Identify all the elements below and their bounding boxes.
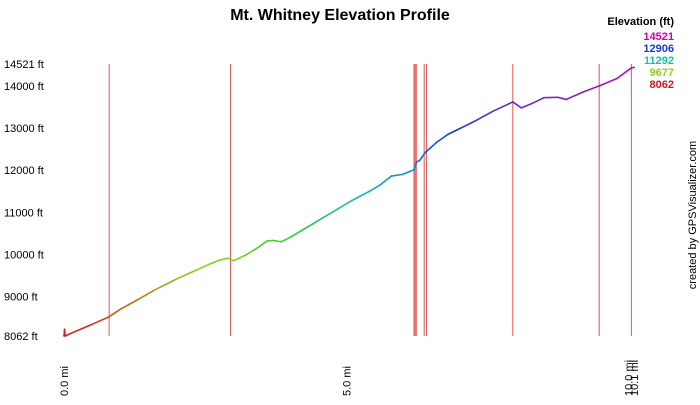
y-tick-label: 14521 ft bbox=[4, 59, 44, 71]
y-tick-label: 13000 ft bbox=[4, 123, 44, 135]
credit-text: created by GPSVisualizer.com bbox=[687, 141, 699, 289]
y-tick-label: 10000 ft bbox=[4, 249, 44, 261]
x-tick-label: 0.0 mi bbox=[59, 366, 71, 396]
y-tick-label: 11000 ft bbox=[4, 207, 43, 219]
legend-entry: 9677 bbox=[650, 67, 674, 79]
y-tick-label: 8062 ft bbox=[4, 331, 38, 343]
legend-entry: 8062 bbox=[650, 79, 674, 91]
legend-entry: 11292 bbox=[644, 55, 674, 67]
x-tick-label: 10.1 mi bbox=[629, 360, 641, 396]
x-tick-label: 5.0 mi bbox=[341, 366, 353, 396]
elevation-segment bbox=[65, 329, 66, 336]
y-tick-label: 14000 ft bbox=[4, 81, 44, 93]
y-tick-label: 9000 ft bbox=[4, 291, 38, 303]
legend-entry: 12906 bbox=[643, 43, 674, 55]
legend-title: Elevation (ft) bbox=[607, 16, 674, 28]
legend-entry: 14521 bbox=[643, 31, 674, 43]
chart-title: Mt. Whitney Elevation Profile bbox=[230, 7, 450, 24]
y-tick-label: 12000 ft bbox=[4, 165, 44, 177]
